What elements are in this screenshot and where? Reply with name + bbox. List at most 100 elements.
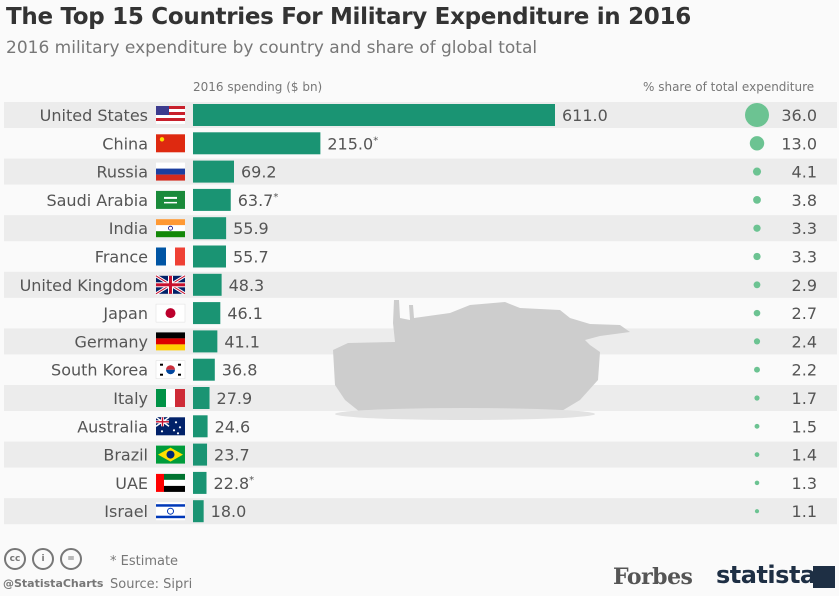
table-row: Russia 69.2 4.1 — [97, 160, 817, 183]
spending-bar — [193, 387, 210, 409]
spending-value-label: 63.7* — [238, 191, 279, 210]
row-stripe — [4, 215, 837, 242]
china-flag-icon — [156, 134, 185, 153]
country-label: Saudi Arabia — [46, 191, 148, 210]
france-flag-icon — [156, 247, 185, 266]
uae-flag-icon — [156, 473, 185, 492]
us-flag-icon — [156, 106, 185, 124]
country-label: South Korea — [51, 361, 148, 380]
share-value-label: 2.9 — [792, 276, 817, 295]
spending-value-label: 215.0* — [327, 134, 378, 153]
table-row: Italy 27.9 1.7 — [113, 387, 817, 409]
country-label: United States — [40, 106, 148, 125]
brazil-flag-icon — [156, 445, 185, 464]
spending-value-label: 69.2 — [241, 163, 277, 182]
share-bubble — [754, 452, 760, 457]
spending-bar — [193, 415, 208, 438]
spending-value-label: 22.8* — [214, 474, 255, 493]
spending-bar — [193, 330, 218, 353]
chart-subtitle: 2016 military expenditure by country and… — [6, 38, 538, 58]
country-label: Israel — [104, 502, 148, 521]
country-label: Brazil — [103, 446, 148, 465]
spending-column-header: 2016 spending ($ bn) — [193, 80, 323, 94]
share-value-label: 3.8 — [792, 191, 817, 210]
country-label: Japan — [102, 304, 148, 323]
country-label: France — [95, 248, 148, 267]
country-label: Russia — [97, 163, 148, 182]
row-stripe — [4, 441, 837, 468]
statista-handle[interactable]: @StatistaCharts — [3, 577, 104, 590]
share-value-label: 1.4 — [792, 446, 817, 465]
attribution-icon: i — [32, 548, 54, 570]
italy-flag-icon — [156, 389, 185, 407]
row-stripe — [4, 158, 837, 185]
country-label: China — [102, 134, 148, 153]
table-row: United Kingdom 48.3 2.9 — [20, 273, 817, 296]
spending-bar — [193, 188, 231, 211]
estimate-note: * Estimate — [110, 554, 179, 569]
spending-value-label: 24.6 — [215, 417, 251, 436]
spending-value-label: 46.1 — [227, 304, 263, 323]
spending-value-label: 18.0 — [211, 502, 247, 521]
share-bubble — [754, 423, 760, 429]
spending-bar — [193, 132, 321, 155]
uk-flag-icon — [155, 274, 186, 296]
share-value-label: 13.0 — [781, 134, 817, 153]
row-stripe — [4, 271, 837, 298]
chart-title: The Top 15 Countries For Military Expend… — [6, 4, 691, 30]
source-note: Source: Sipri — [110, 577, 193, 592]
germany-flag-icon — [156, 332, 185, 351]
spending-value-label: 611.0 — [562, 106, 608, 125]
spending-bar — [193, 273, 222, 296]
table-row: India 55.9 3.3 — [109, 217, 817, 240]
share-value-label: 1.1 — [792, 502, 817, 521]
country-label: India — [109, 219, 148, 238]
spending-value-label: 41.1 — [224, 332, 260, 351]
table-row: UAE 22.8* 1.3 — [115, 471, 817, 494]
spending-bar — [193, 104, 555, 126]
spending-value-label: 48.3 — [229, 276, 265, 295]
spending-bar — [193, 500, 204, 523]
australia-flag-icon — [155, 416, 185, 436]
share-column-header: % share of total expenditure — [643, 80, 815, 94]
country-label: UAE — [115, 474, 148, 493]
country-label: Germany — [74, 332, 148, 351]
share-value-label: 4.1 — [792, 163, 817, 182]
japan-flag-icon — [155, 303, 186, 323]
share-bubble — [753, 281, 761, 289]
table-row: China 215.0* 13.0 — [102, 132, 817, 155]
country-label: Australia — [77, 417, 148, 436]
share-value-label: 1.7 — [792, 389, 817, 408]
share-value-label: 2.2 — [792, 361, 817, 380]
table-row: Australia 24.6 1.5 — [77, 415, 817, 438]
table-row: United States 611.0 36.0 — [40, 103, 817, 127]
share-bubble — [754, 509, 760, 514]
saudi-arabia-flag-icon — [156, 190, 185, 209]
no-derivatives-icon: = — [60, 548, 82, 570]
spending-bar — [193, 358, 215, 381]
share-value-label: 3.3 — [792, 248, 817, 267]
spending-value-label: 23.7 — [214, 446, 250, 465]
share-bubble — [754, 366, 760, 373]
south-korea-flag-icon — [155, 360, 186, 379]
share-bubble — [753, 338, 761, 345]
share-bubble — [754, 480, 760, 486]
spending-bar — [193, 245, 227, 268]
cc-license-icon: cc — [4, 548, 26, 570]
row-stripe — [4, 498, 837, 525]
share-bubble — [745, 103, 769, 127]
spending-value-label: 36.8 — [222, 361, 258, 380]
country-label: Italy — [113, 389, 148, 408]
share-bubble — [752, 167, 762, 176]
table-row: South Korea 36.8 2.2 — [51, 358, 817, 381]
russia-flag-icon — [156, 162, 185, 181]
table-row: Japan 46.1 2.7 — [102, 302, 817, 325]
share-value-label: 3.3 — [792, 219, 817, 238]
statista-logo-icon — [813, 566, 835, 588]
share-value-label: 2.4 — [792, 332, 817, 351]
table-row: Brazil 23.7 1.4 — [103, 443, 817, 466]
table-row: France 55.7 3.3 — [95, 245, 817, 268]
spending-bar — [193, 471, 207, 494]
share-bubble — [753, 309, 761, 317]
share-value-label: 2.7 — [792, 304, 817, 323]
